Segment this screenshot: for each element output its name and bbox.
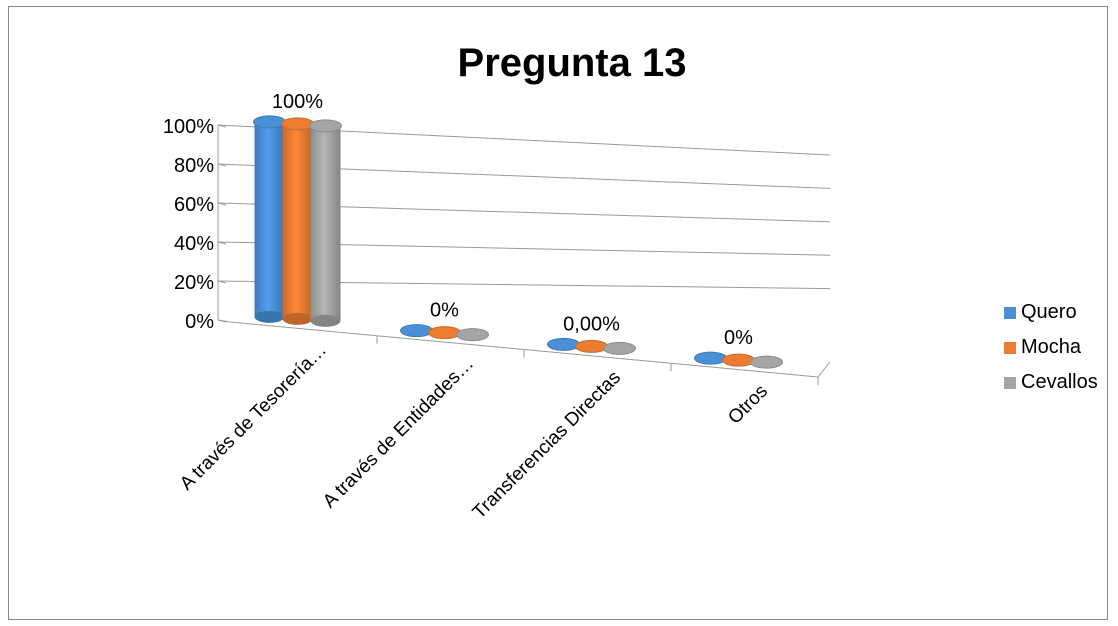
bar-top — [575, 339, 608, 353]
bar-top — [547, 337, 580, 351]
floor-left-edge — [217, 319, 231, 323]
y-tick-label: 60% — [174, 194, 214, 216]
bar-cevallos — [750, 355, 783, 369]
bar-body — [254, 121, 285, 317]
side-gridline — [217, 241, 227, 245]
legend-swatch — [1004, 342, 1016, 354]
bar-top — [694, 351, 727, 365]
bar-quero — [400, 324, 433, 338]
category-label: A través de Tesorería… — [176, 340, 331, 495]
bar-cevallos — [603, 341, 636, 355]
legend-item: Cevallos — [1004, 371, 1098, 393]
data-label: 0,00% — [563, 313, 620, 335]
bar-base — [282, 312, 313, 325]
bar-mocha — [722, 353, 755, 367]
data-label: 100% — [272, 91, 323, 113]
bar-top — [428, 326, 461, 340]
floor-right-edge — [817, 361, 831, 378]
bar-cevallos — [456, 328, 489, 342]
side-gridline — [217, 280, 227, 284]
chart-frame — [8, 6, 1108, 620]
bar-top — [253, 115, 286, 129]
y-tick-label: 80% — [174, 155, 214, 177]
side-gridline — [217, 202, 227, 206]
legend-swatch — [1004, 307, 1016, 319]
bar-top — [750, 355, 783, 369]
data-labels: 100% 0% 0,00% 0% — [272, 91, 753, 349]
category-label: Otros — [724, 381, 772, 429]
bar-mocha — [428, 326, 461, 340]
data-label: 0% — [724, 327, 753, 349]
bar-top — [400, 324, 433, 338]
bars — [253, 115, 783, 369]
legend-label: Mocha — [1021, 336, 1082, 358]
legend-label: Quero — [1021, 301, 1077, 323]
y-tick-label: 40% — [174, 233, 214, 255]
legend: Quero Mocha Cevallos — [1004, 301, 1098, 393]
bar-top — [281, 117, 314, 131]
bar-body — [282, 123, 313, 319]
legend-item: Mocha — [1004, 336, 1082, 358]
legend-swatch — [1004, 377, 1016, 389]
category-label: Transferencias Directas — [469, 367, 625, 523]
side-gridline — [217, 124, 227, 128]
bar-top — [722, 353, 755, 367]
bar-quero — [694, 351, 727, 365]
category-labels: A través de Tesorería…A través de Entida… — [176, 340, 772, 524]
bar-top — [456, 328, 489, 342]
bar-mocha — [575, 339, 608, 353]
y-tick-label: 20% — [174, 272, 214, 294]
bar-cevallos — [309, 119, 342, 327]
bar-base — [254, 310, 285, 323]
axes — [217, 125, 831, 385]
bar-quero — [253, 115, 286, 323]
y-tick-label: 100% — [163, 116, 214, 138]
bar-top — [603, 341, 636, 355]
y-tick-label: 0% — [185, 311, 214, 333]
bar-base — [310, 314, 341, 327]
bar-body — [310, 125, 341, 321]
y-axis-ticks: 0% 20% 40% 60% 80% 100% — [163, 116, 214, 333]
category-label: A través de Entidades… — [319, 353, 478, 512]
bar-quero — [547, 337, 580, 351]
side-gridline — [217, 163, 227, 167]
legend-item: Quero — [1004, 301, 1077, 323]
chart-title: Pregunta 13 — [458, 41, 687, 85]
data-label: 0% — [430, 300, 459, 322]
legend-label: Cevallos — [1021, 371, 1098, 393]
bar-mocha — [281, 117, 314, 325]
bar-top — [309, 119, 342, 133]
